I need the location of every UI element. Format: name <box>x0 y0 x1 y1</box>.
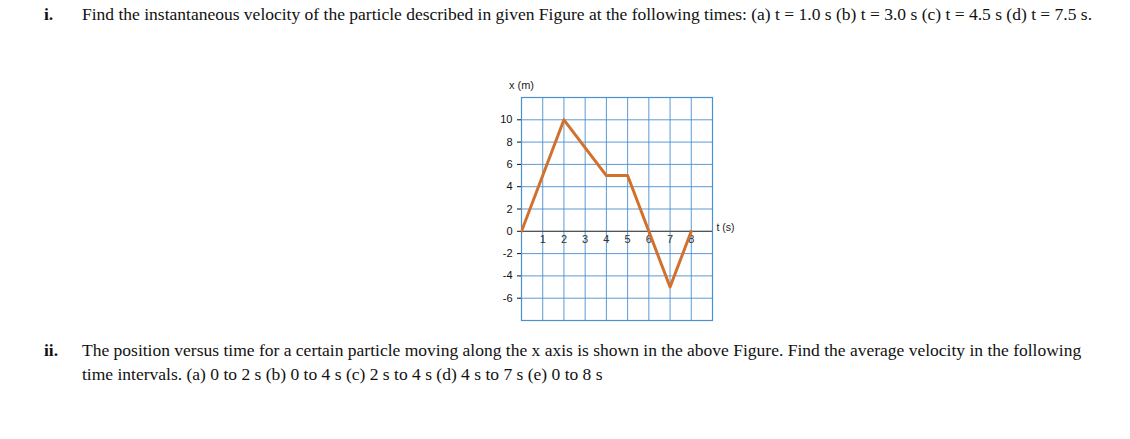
html-text:The position versus time for a: The position versus time for a certain p… <box>82 340 1082 384</box>
svg-text:1: 1 <box>540 233 546 245</box>
svg-text:8: 8 <box>688 232 695 245</box>
svg-text:-2: -2 <box>503 247 513 259</box>
svg-text:2: 2 <box>506 203 512 215</box>
svg-text:6: 6 <box>645 232 652 245</box>
svg-text:6: 6 <box>506 158 512 170</box>
html-text:i.: i. <box>44 4 54 24</box>
svg-text:5: 5 <box>625 233 631 245</box>
svg-text:10: 10 <box>500 113 512 125</box>
svg-text:7: 7 <box>667 233 673 245</box>
svg-text:-6: -6 <box>503 292 513 304</box>
html-text:ii.: ii. <box>44 340 59 360</box>
svg-text:4: 4 <box>603 233 609 245</box>
svg-text:8: 8 <box>506 136 512 148</box>
svg-text:x (m): x (m) <box>509 79 534 91</box>
html-text:Find the instantaneous velocit: Find the instantaneous velocity of the p… <box>82 4 1092 24</box>
svg-text:-4: -4 <box>503 269 513 281</box>
svg-text:t (s): t (s) <box>717 221 735 233</box>
svg-text:4: 4 <box>506 180 512 192</box>
svg-text:3: 3 <box>582 233 588 245</box>
svg-text:2: 2 <box>561 233 567 245</box>
svg-text:0: 0 <box>506 225 512 237</box>
